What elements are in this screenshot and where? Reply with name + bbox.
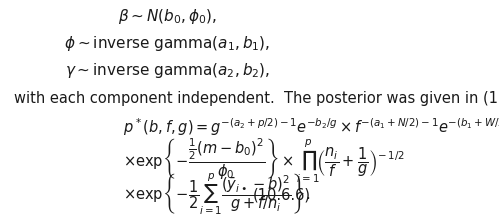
Text: $p^*(b, f, g) = g^{-(a_2+p/2)-1}e^{-b_2/g} \times f^{-(a_1+N/2)-1}e^{-(b_1+W/2)/: $p^*(b, f, g) = g^{-(a_2+p/2)-1}e^{-b_2/… xyxy=(123,117,499,138)
Text: $\gamma \sim \mathrm{inverse\ gamma}(a_2, b_2),$: $\gamma \sim \mathrm{inverse\ gamma}(a_2… xyxy=(65,61,270,80)
Text: (10.6.6): (10.6.6) xyxy=(253,187,311,202)
Text: $\times \exp\!\left\{-\dfrac{1}{2}\sum_{i=1}^{p}\dfrac{(\bar{y}_{i\bullet}-b)^2}: $\times \exp\!\left\{-\dfrac{1}{2}\sum_{… xyxy=(123,172,310,218)
Text: $\beta \sim N(b_0, \phi_0),$: $\beta \sim N(b_0, \phi_0),$ xyxy=(118,7,217,26)
Text: $\phi \sim \mathrm{inverse\ gamma}(a_1, b_1),$: $\phi \sim \mathrm{inverse\ gamma}(a_1, … xyxy=(64,34,270,53)
Text: $\times \exp\!\left\{-\dfrac{\frac{1}{2}(m-b_0)^2}{\phi_0}\right\} \times \prod_: $\times \exp\!\left\{-\dfrac{\frac{1}{2}… xyxy=(123,137,405,185)
Text: with each component independent.  The posterior was given in (10.2.3) as: with each component independent. The pos… xyxy=(14,91,499,106)
